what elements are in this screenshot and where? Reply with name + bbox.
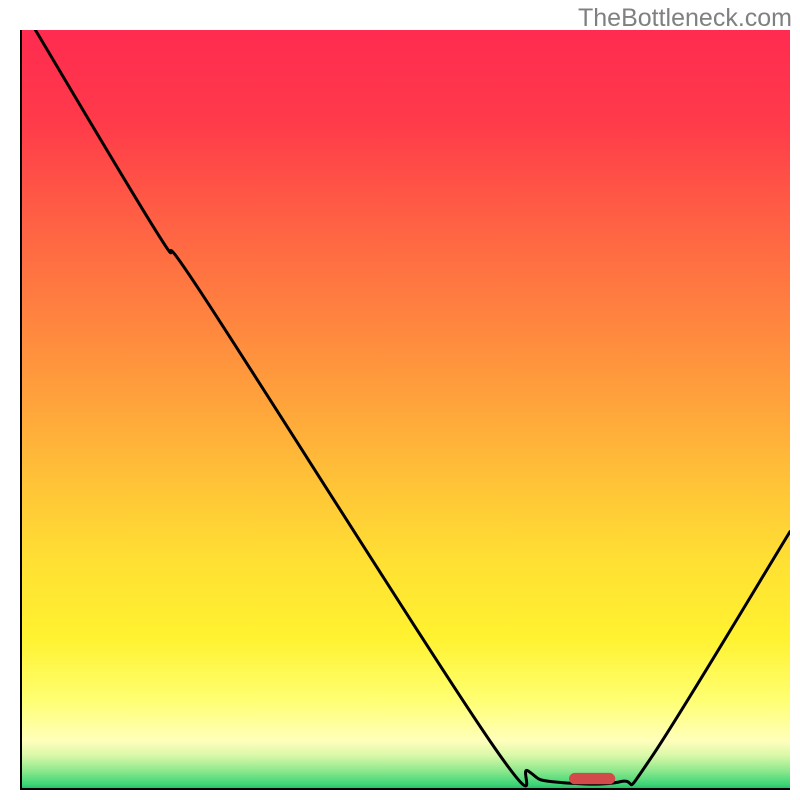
chart-svg bbox=[20, 30, 790, 790]
optimal-marker bbox=[569, 773, 615, 784]
bottleneck-chart bbox=[20, 30, 790, 790]
watermark: TheBottleneck.com bbox=[578, 4, 792, 33]
gradient-background bbox=[20, 30, 790, 790]
